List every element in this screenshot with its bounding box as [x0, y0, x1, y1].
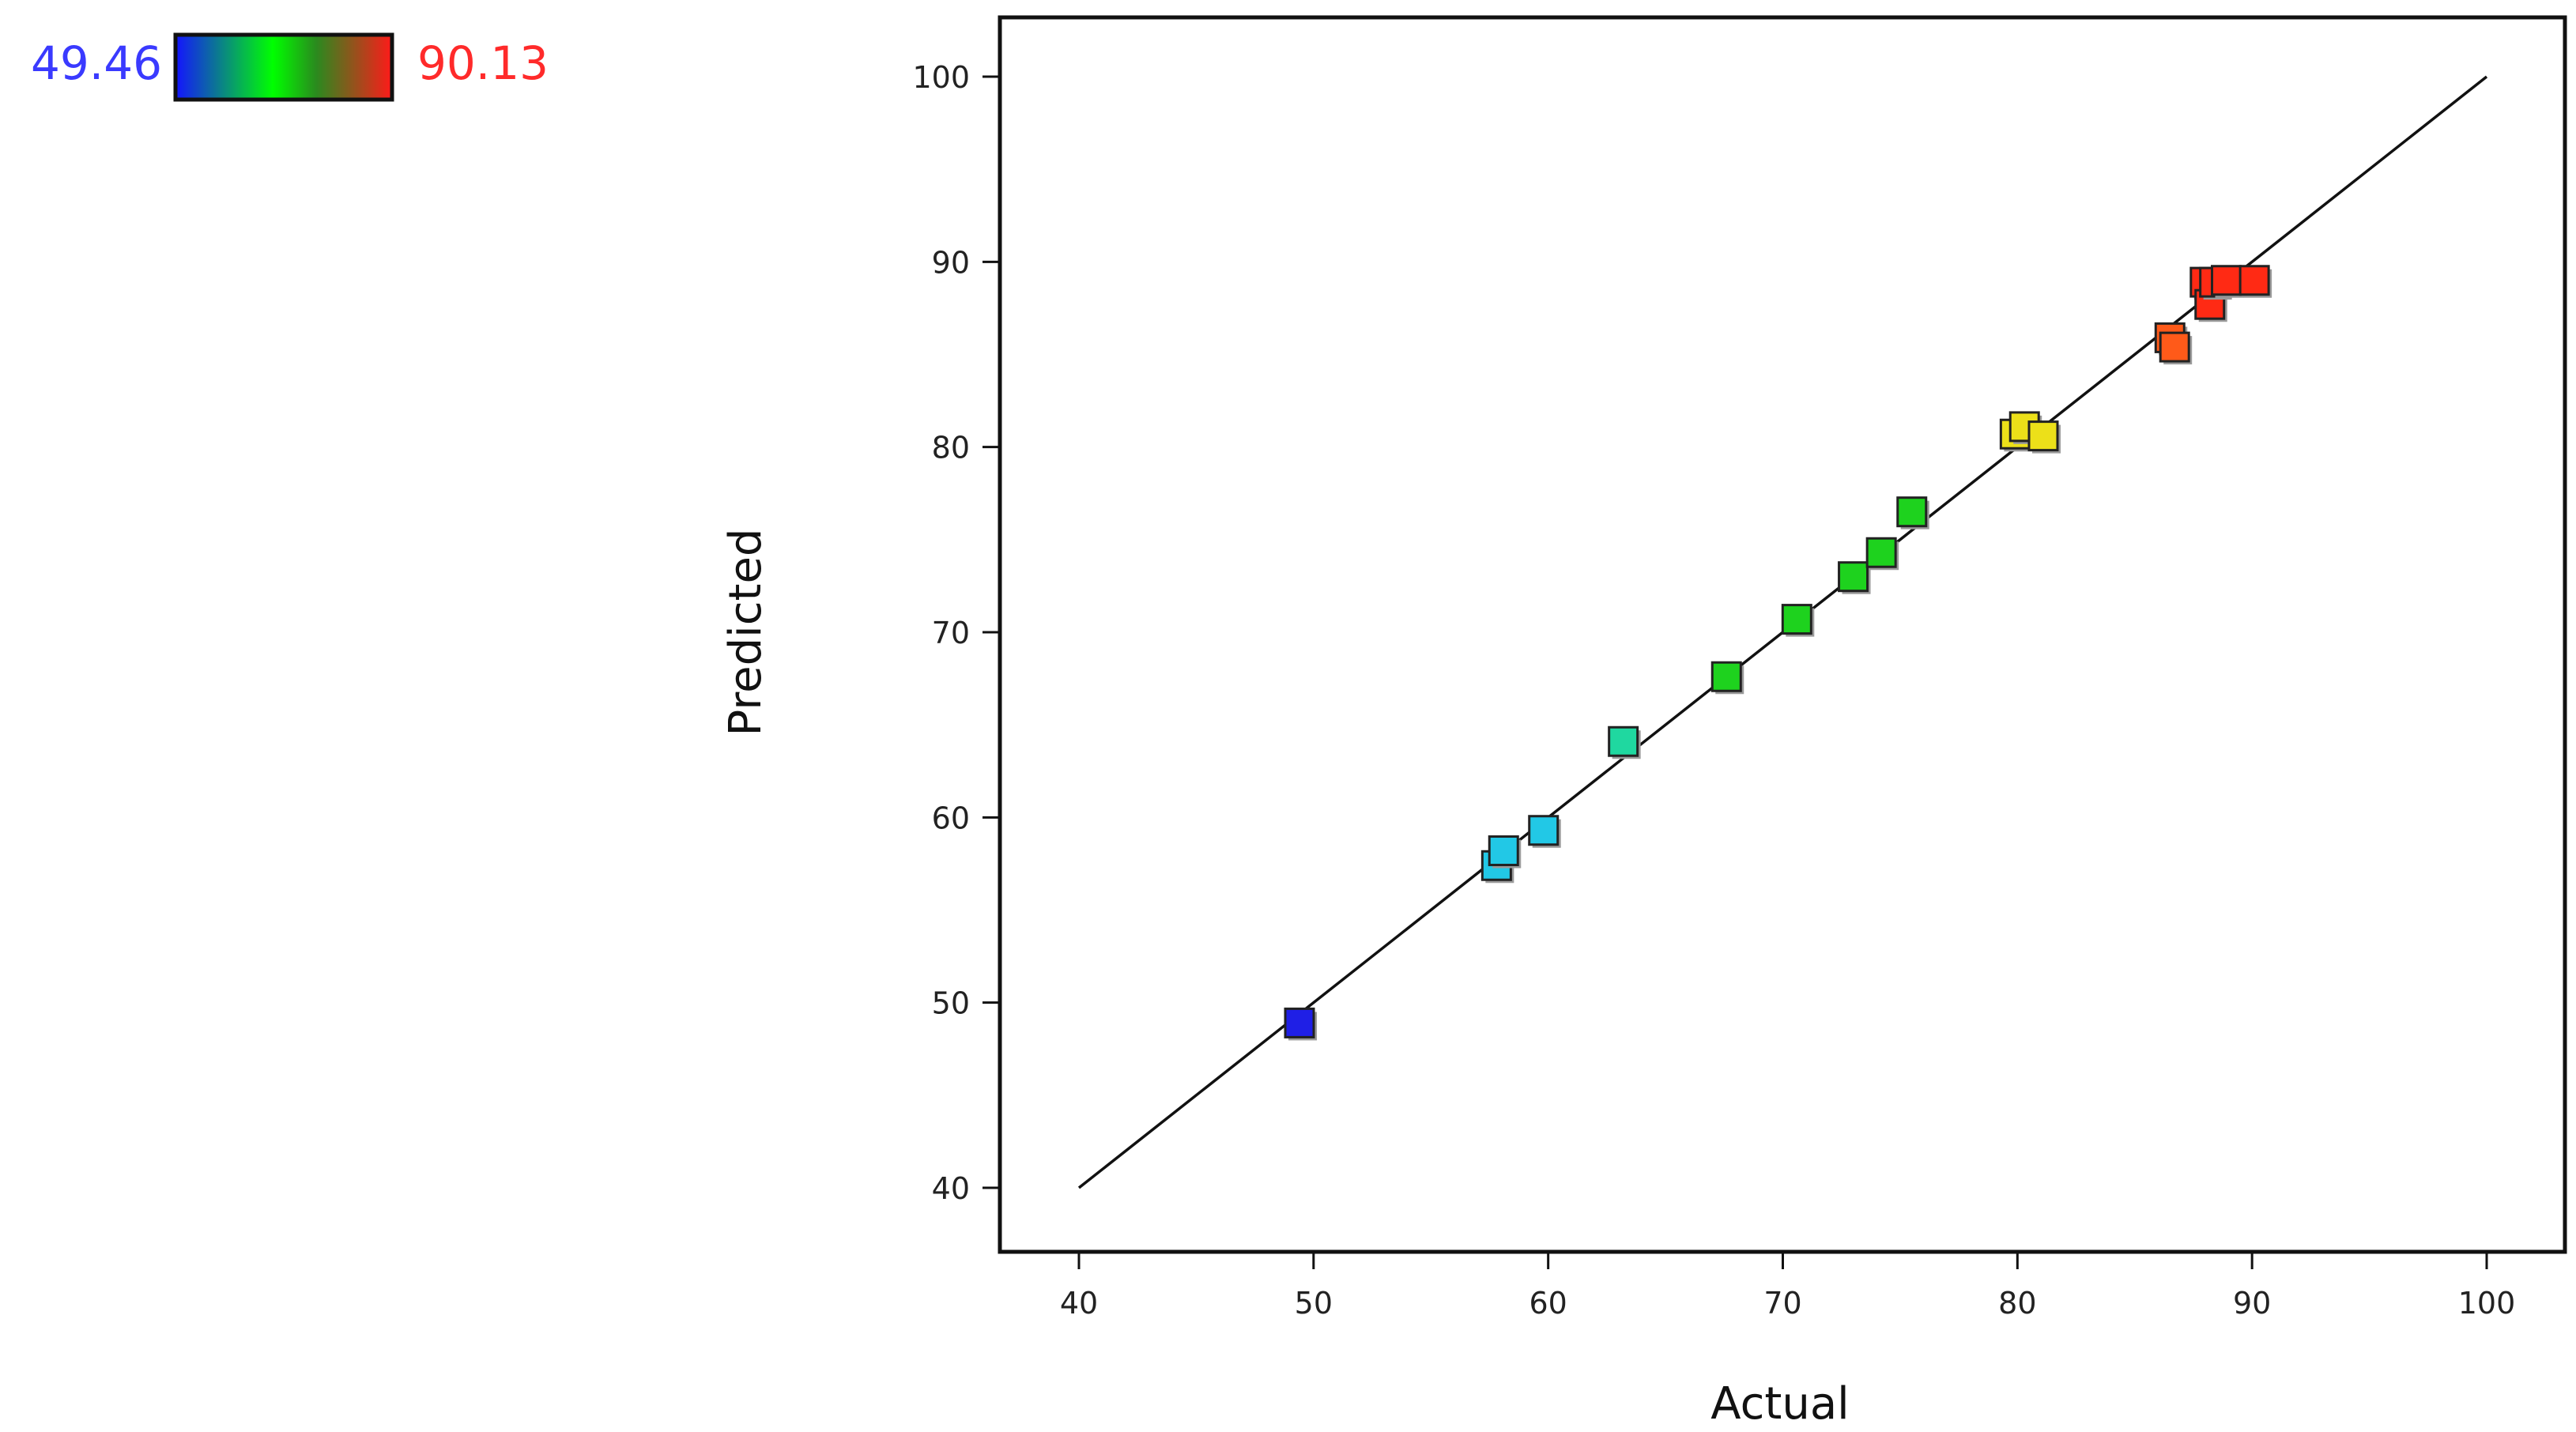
data-points: [1284, 265, 2272, 1041]
y-tick-label: 60: [932, 801, 970, 835]
x-tick-label: 60: [1529, 1286, 1567, 1321]
color-scale-legend: 49.46 90.13: [31, 32, 549, 102]
data-point: [2159, 331, 2193, 365]
data-point: [2238, 265, 2272, 298]
data-point: [1896, 496, 1929, 529]
data-point: [1528, 815, 1561, 848]
data-point: [1608, 725, 1641, 759]
y-tick-label: 90: [932, 245, 970, 280]
data-point: [1865, 537, 1899, 571]
data-point: [2027, 420, 2061, 454]
color-scale-max-label: 90.13: [417, 36, 549, 90]
x-tick-label: 40: [1060, 1286, 1098, 1321]
data-point: [1284, 1007, 1318, 1041]
data-point: [1781, 604, 1815, 637]
x-tick-label: 100: [2458, 1286, 2516, 1321]
data-point: [1838, 561, 1871, 594]
x-tick-label: 70: [1763, 1286, 1801, 1321]
y-tick-label: 40: [932, 1171, 970, 1206]
x-axis-title: Actual: [1710, 1378, 1849, 1430]
y-axis-title: Predicted: [720, 529, 771, 737]
x-tick-label: 90: [2233, 1286, 2271, 1321]
data-point: [1710, 661, 1744, 695]
x-tick-label: 50: [1295, 1286, 1333, 1321]
y-tick-label: 70: [932, 616, 970, 650]
y-tick-label: 50: [932, 986, 970, 1021]
y-axis: 40 50 60 70 80 90 100: [912, 60, 1000, 1206]
y-tick-label: 80: [932, 431, 970, 465]
color-scale-bar: [173, 32, 394, 102]
data-point: [2211, 265, 2244, 298]
x-tick-label: 80: [1998, 1286, 2036, 1321]
color-scale-min-label: 49.46: [31, 36, 162, 90]
y-tick-label: 100: [912, 60, 970, 95]
data-point: [1488, 835, 1522, 869]
x-axis: 40 50 60 70 80 90 100: [1060, 1252, 2515, 1321]
